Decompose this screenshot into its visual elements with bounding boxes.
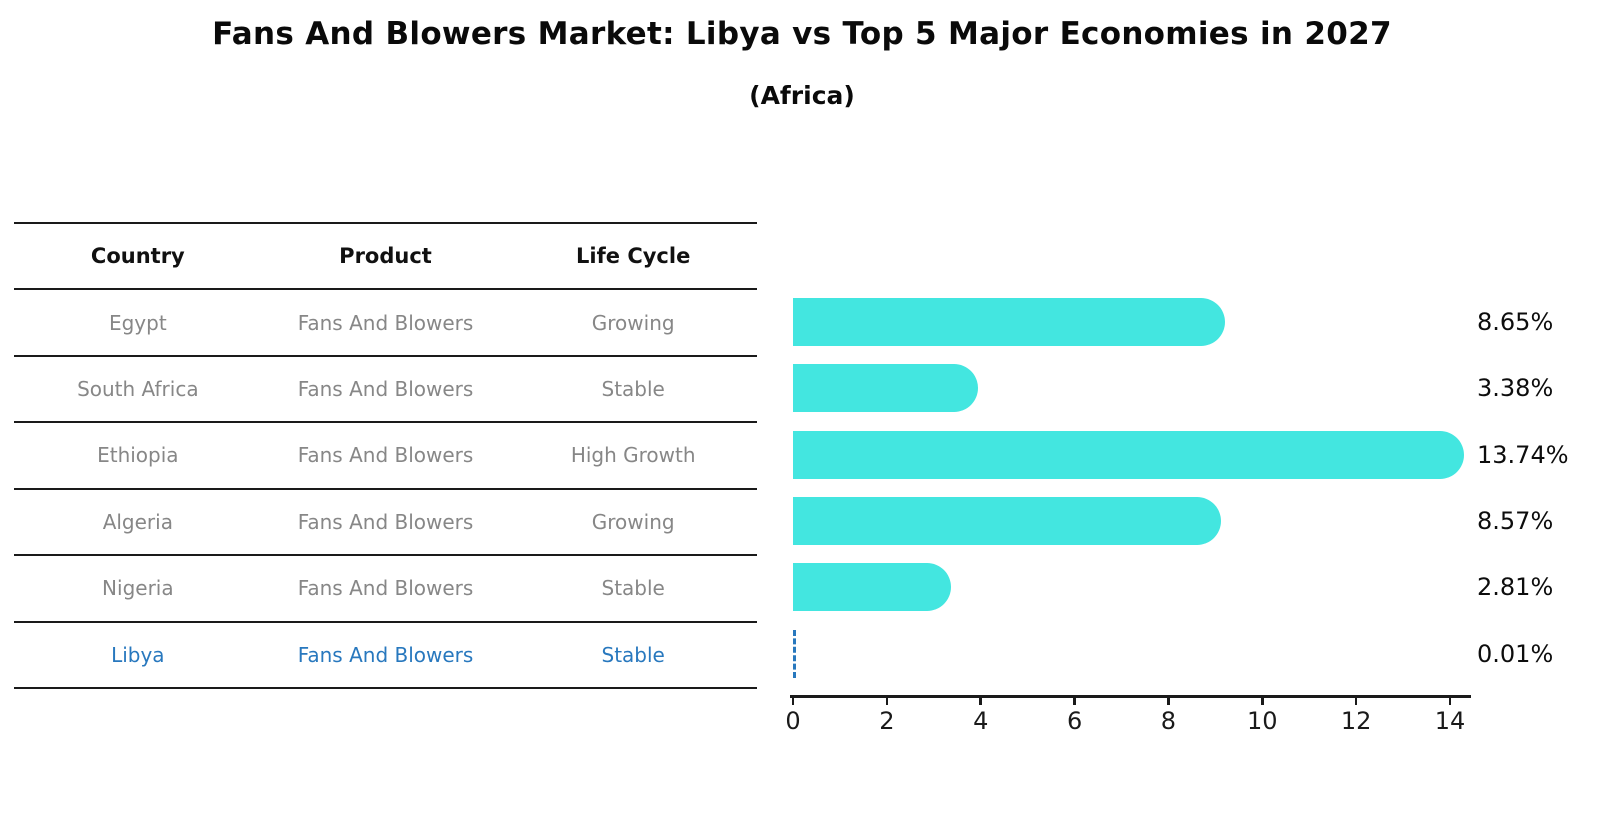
x-axis-tick-label: 6: [1066, 707, 1083, 735]
table-cell-life-cycle: Growing: [591, 509, 675, 534]
x-axis-tick-label: 4: [973, 707, 989, 735]
table-cell-life-cycle: Growing: [591, 310, 675, 335]
table-cell-country: Algeria: [102, 509, 173, 534]
x-axis-line: [790, 695, 1471, 698]
x-axis-tick-mark: [791, 697, 795, 705]
table-cell-country: Nigeria: [102, 576, 174, 601]
x-axis-tick-label: 12: [1340, 707, 1372, 735]
table-cell-country: South Africa: [77, 377, 199, 402]
x-axis-tick-mark: [885, 697, 889, 705]
table-cell-life-cycle: Stable: [601, 576, 665, 601]
bar-value-label: 3.38%: [1477, 374, 1554, 403]
bar: [793, 496, 1222, 545]
table-row: Egypt Fans And Blowers Growing: [14, 290, 757, 357]
table-cell-product: Fans And Blowers: [297, 377, 474, 402]
table-header-product: Product: [339, 244, 432, 269]
table-header-row: Country Product Life Cycle: [14, 224, 757, 291]
table-row: Nigeria Fans And Blowers Stable: [14, 556, 757, 623]
bar: [793, 364, 978, 413]
x-axis-tick-mark: [1448, 697, 1452, 705]
table-row: Libya Fans And Blowers Stable: [14, 623, 757, 689]
table-cell-life-cycle: Stable: [601, 377, 665, 402]
bar-highlight-dashed: [793, 629, 796, 678]
bar: [793, 563, 951, 612]
x-axis-tick-label: 10: [1247, 707, 1278, 735]
bar-value-label: 8.57%: [1477, 506, 1554, 535]
table-cell-product: Fans And Blowers: [297, 509, 474, 534]
table-cell-country: Egypt: [108, 310, 167, 335]
x-axis-tick-mark: [1261, 697, 1264, 705]
table-cell-product: Fans And Blowers: [297, 310, 474, 335]
x-axis-tick-label: 2: [879, 707, 895, 735]
bar-value-label: 8.65%: [1477, 307, 1554, 336]
x-axis-tick-label: 8: [1160, 707, 1177, 735]
x-axis-tick-mark: [979, 697, 982, 705]
x-axis-tick-mark: [1354, 697, 1358, 705]
x-axis-tick-mark: [1167, 697, 1170, 705]
bar-value-label: 2.81%: [1477, 573, 1554, 602]
table-cell-country: Ethiopia: [97, 443, 179, 468]
x-axis-tick-mark: [1073, 697, 1076, 705]
table-cell-product: Fans And Blowers: [297, 443, 474, 468]
bar: [793, 297, 1225, 346]
table-cell-life-cycle: Stable: [601, 642, 665, 667]
table-cell-life-cycle: High Growth: [570, 443, 696, 468]
table-row: Algeria Fans And Blowers Growing: [14, 490, 757, 557]
table-header-country: Country: [90, 244, 185, 269]
table-row: South Africa Fans And Blowers Stable: [14, 357, 757, 424]
bar-value-label: 0.01%: [1477, 639, 1554, 668]
x-axis-tick-label: 0: [785, 707, 801, 735]
table-cell-country: Libya: [111, 642, 165, 667]
chart-subtitle: (Africa): [749, 81, 855, 110]
table-row: Ethiopia Fans And Blowers High Growth: [14, 423, 757, 490]
x-axis-tick-label: 14: [1434, 707, 1466, 735]
bar-value-label: 13.74%: [1477, 440, 1569, 469]
table-cell-product: Fans And Blowers: [297, 642, 474, 667]
comparison-table: Country Product Life Cycle Egypt Fans And…: [14, 222, 757, 689]
table-cell-product: Fans And Blowers: [297, 576, 474, 601]
table-header-life-cycle: Life Cycle: [576, 244, 691, 269]
bar: [793, 430, 1464, 479]
chart-title: Fans And Blowers Market: Libya vs Top 5 …: [212, 16, 1392, 52]
